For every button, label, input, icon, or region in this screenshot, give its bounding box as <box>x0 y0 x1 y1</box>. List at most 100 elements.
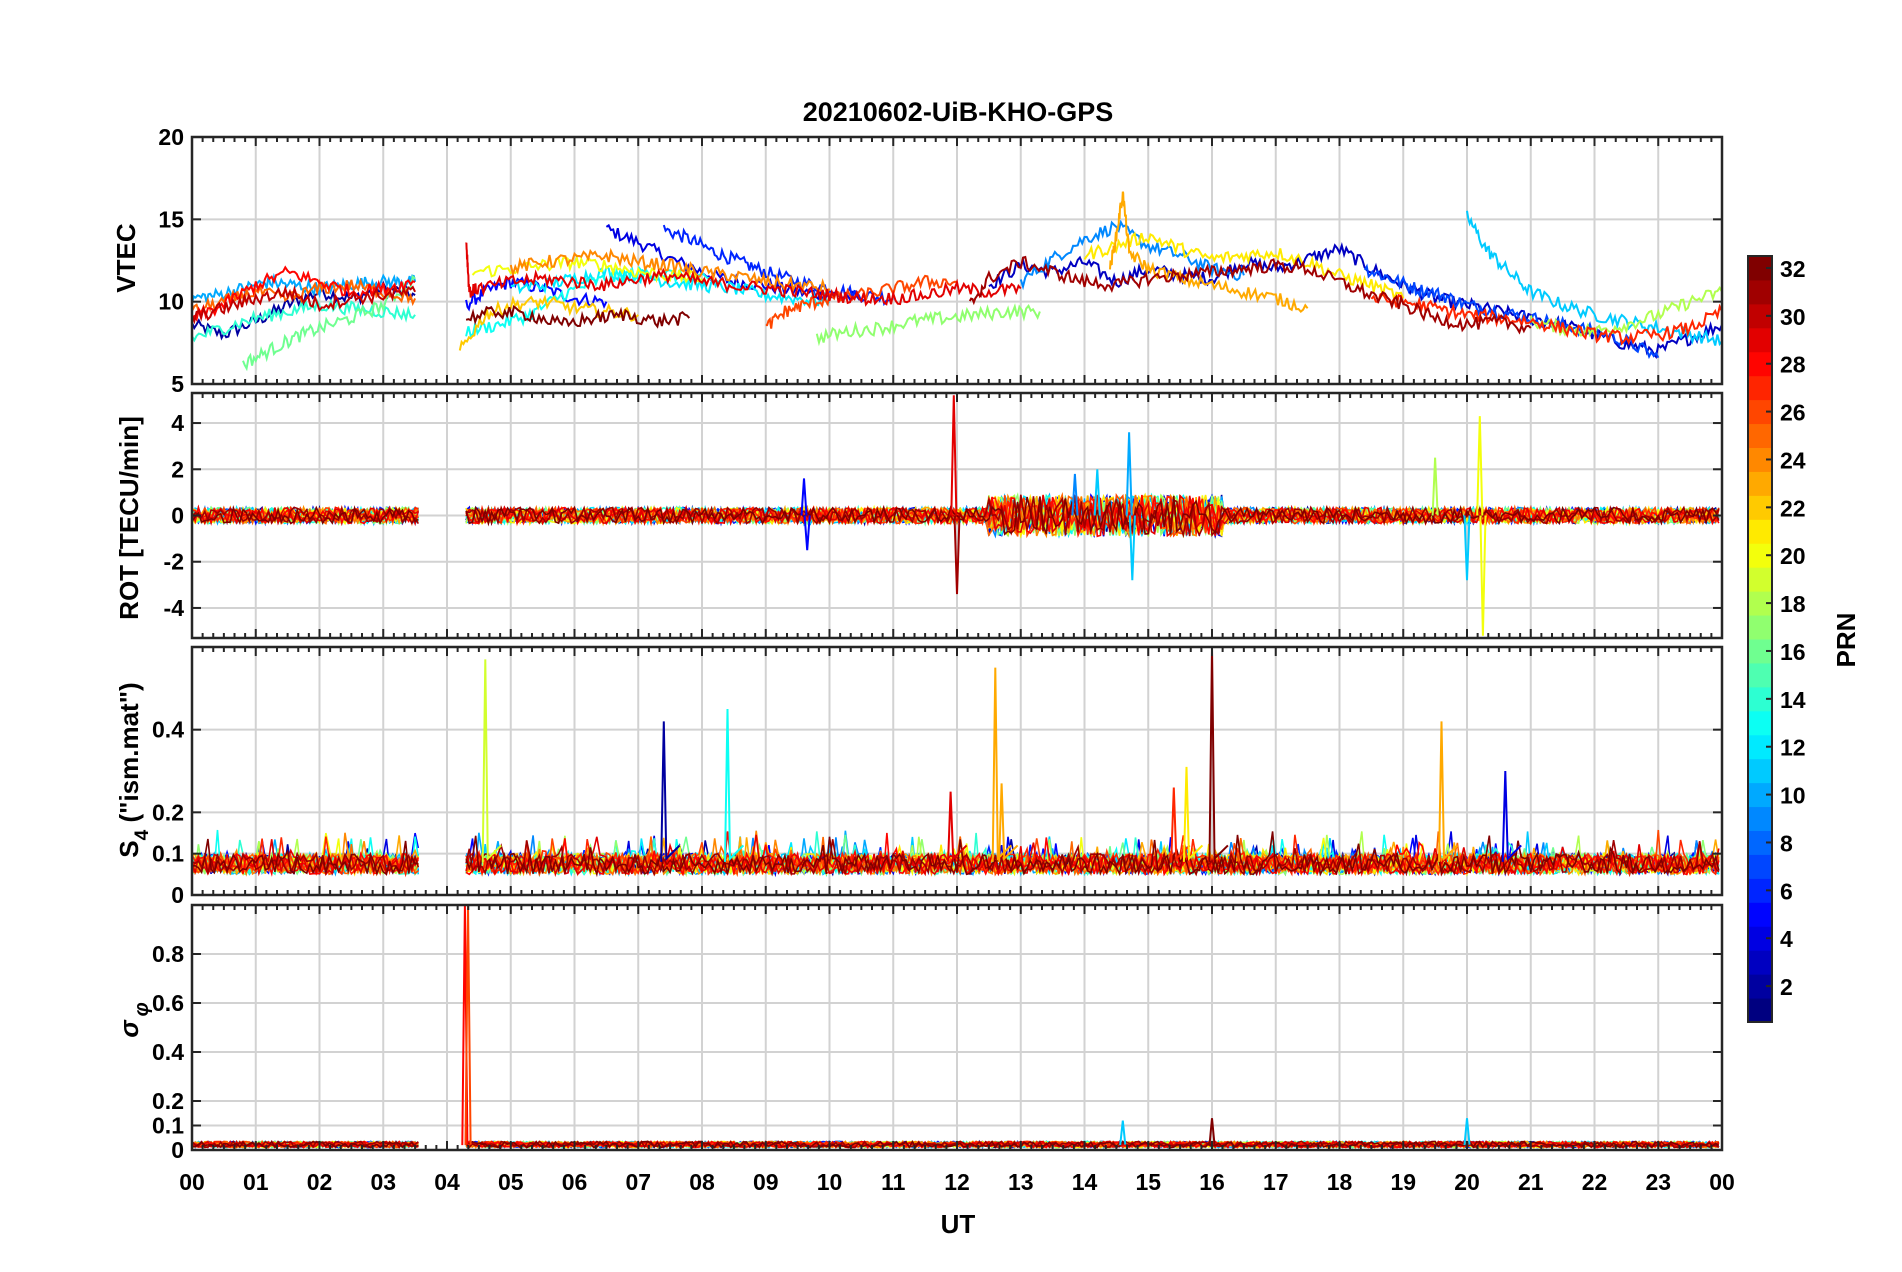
sigma-phi-ylabel: σφ <box>114 1002 153 1037</box>
vtec-series-prn-16 <box>242 274 416 372</box>
s4-series-prn-32 <box>192 831 1720 878</box>
vtec-series-prn-18 <box>1529 285 1722 338</box>
colorbar-tick-label: 6 <box>1780 878 1793 904</box>
y-tick-label: 0.8 <box>152 941 184 967</box>
rot-ylabel: ROT [TECU/min] <box>114 416 144 620</box>
colorbar-segment <box>1748 375 1772 401</box>
colorbar-label: PRN <box>1831 613 1861 668</box>
vtec-series-prn-30 <box>192 284 416 325</box>
x-tick-label: 10 <box>817 1169 843 1195</box>
s4-spike-prn-23 <box>1438 721 1459 862</box>
y-tick-label: 15 <box>158 206 184 232</box>
colorbar-segment <box>1748 519 1772 544</box>
colorbar-segment <box>1748 902 1772 927</box>
x-tick-label: 14 <box>1072 1169 1098 1195</box>
colorbar-segment <box>1748 471 1772 496</box>
rot-spike-prn-18 <box>1431 457 1439 516</box>
y-tick-label: 0.4 <box>152 1039 184 1065</box>
x-tick-labels: 00 01 02 03 04 05 06 07 08 09 10 11 12 13 14 15 16 17 18 19… <box>179 1169 1735 1195</box>
colorbar-tick-label: 12 <box>1780 735 1806 761</box>
vtec-series-prn-32 <box>465 305 691 329</box>
colorbar-tick-label: 14 <box>1780 687 1806 713</box>
x-tick-label: 04 <box>434 1169 460 1195</box>
axes-frame <box>190 391 1724 640</box>
colorbar-segment <box>1748 567 1772 592</box>
colorbar-segment <box>1748 854 1772 879</box>
vtec-series-prn-5 <box>465 276 608 312</box>
s4-spike-prn-4 <box>1501 770 1522 862</box>
y-tick-label: 0.2 <box>152 799 184 825</box>
x-tick-label: 13 <box>1008 1169 1034 1195</box>
panel-sigma-phi: 00.10.2 0.4 0.6 0.8 <box>152 903 1724 1163</box>
colorbar-segment <box>1748 327 1772 353</box>
y-tick-label: 0 <box>171 1137 184 1163</box>
series-group <box>192 395 1720 636</box>
s4-spike-prn-13 <box>724 708 745 862</box>
rot-spike-prn-20 <box>1476 416 1484 516</box>
rot-spike-prn-11 <box>1463 515 1471 581</box>
rot-spike-prn-11 <box>1093 469 1101 516</box>
tick-marks <box>191 393 1723 638</box>
y-tick-label: 4 <box>171 410 184 436</box>
rot-spike-prn-20 <box>1479 515 1487 636</box>
colorbar-segment <box>1748 998 1772 1023</box>
colorbar-tick-label: 32 <box>1780 256 1806 282</box>
sigma_phi-spike-prn-11 <box>1119 1120 1127 1146</box>
x-tick-label: 12 <box>944 1169 970 1195</box>
grid <box>192 905 1722 1150</box>
vtec-series-prn-17 <box>815 303 1041 347</box>
colorbar-tick-label: 22 <box>1780 495 1806 521</box>
y-tick-label: 0.6 <box>152 990 184 1016</box>
y-tick-label: 0 <box>171 882 184 908</box>
y-tick-label: 0.1 <box>152 1113 184 1139</box>
vtec-series-prn-26 <box>765 274 958 329</box>
x-tick-label: 02 <box>307 1169 333 1195</box>
sigma_phi-spike-prn-11 <box>1463 1118 1471 1146</box>
vtec-series-prn-12 <box>510 265 831 307</box>
panel-vtec: 5 10 15 20 <box>158 124 1724 397</box>
x-tick-label: 23 <box>1645 1169 1671 1195</box>
y-tick-label: 2 <box>171 456 184 482</box>
colorbar-segment <box>1748 758 1772 784</box>
rot-spike-prn-5 <box>803 515 811 551</box>
rot-series-prn-32 <box>192 495 1720 536</box>
colorbar-segment <box>1748 806 1772 831</box>
sigma_phi-spike-prn-26 <box>464 905 472 1146</box>
rot-spike-prn-10 <box>1125 432 1133 516</box>
rot-spike-prn-11 <box>1128 515 1136 581</box>
x-tick-label: 00 <box>1709 1169 1735 1195</box>
y-tick-label: 0.2 <box>152 1088 184 1114</box>
s4-ylabel: S4 ("ism.mat") <box>114 682 153 857</box>
x-tick-label: 05 <box>498 1169 524 1195</box>
vtec-series-prn-14 <box>192 297 416 343</box>
colorbar-segment <box>1748 710 1772 736</box>
colorbar-tick-label: 30 <box>1780 304 1806 330</box>
y-tick-label: -4 <box>164 595 185 621</box>
x-tick-label: 09 <box>753 1169 779 1195</box>
y-tick-label: 0 <box>171 503 184 529</box>
axes-frame <box>190 903 1724 1152</box>
vtec-series-prn-23 <box>1109 191 1309 313</box>
axes-frame <box>190 135 1724 386</box>
y-tick-label: 10 <box>158 289 184 315</box>
vtec-series-prn-21 <box>1083 231 1405 303</box>
x-tick-label: 08 <box>689 1169 715 1195</box>
panel-rot: -4 -2 0 2 4 <box>164 391 1724 640</box>
s4-spike-prn-32 <box>1208 647 1229 862</box>
s4-spike-prn-19 <box>481 659 502 862</box>
colorbar-segment <box>1748 615 1772 640</box>
x-tick-label: 01 <box>243 1169 269 1195</box>
s4-series-prn-31 <box>192 839 1720 877</box>
vtec-series-prn-9 <box>1019 219 1245 291</box>
x-tick-label: 15 <box>1135 1169 1161 1195</box>
colorbar-tick-label: 8 <box>1780 830 1793 856</box>
colorbar-tick-label: 16 <box>1780 639 1806 665</box>
x-tick-label: 19 <box>1390 1169 1416 1195</box>
y-tick-label: 20 <box>158 124 184 150</box>
s4-spike-prn-29 <box>947 791 968 862</box>
s4-spike-prn-23 <box>998 783 1019 862</box>
colorbar-tick-label: 24 <box>1780 447 1806 473</box>
x-tick-label: 06 <box>562 1169 588 1195</box>
colorbar-segment <box>1748 423 1772 448</box>
